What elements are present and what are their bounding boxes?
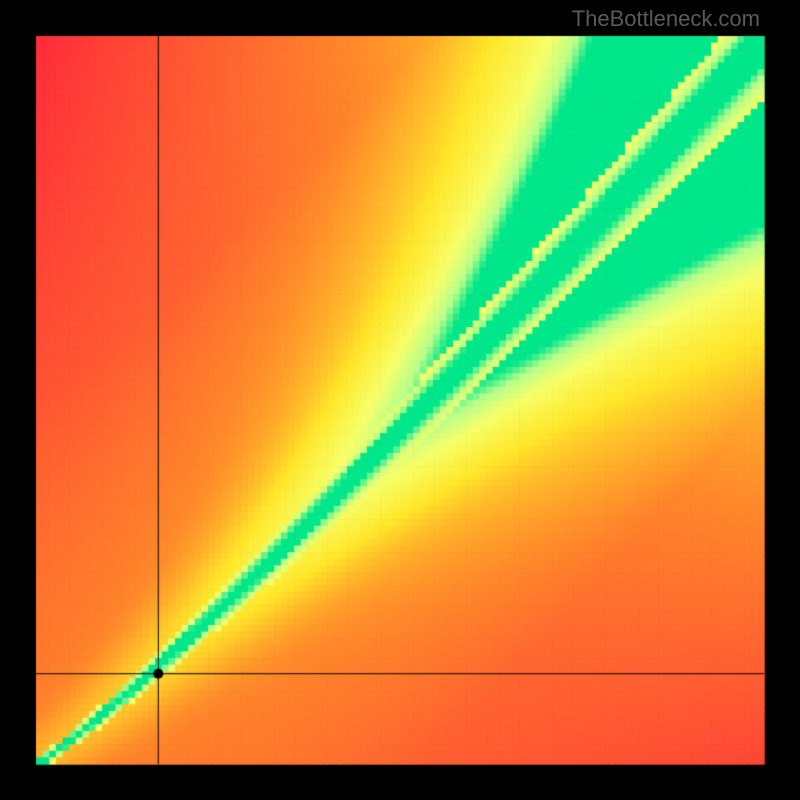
bottleneck-heatmap: [0, 0, 800, 800]
watermark-text: TheBottleneck.com: [572, 6, 760, 32]
chart-container: TheBottleneck.com: [0, 0, 800, 800]
